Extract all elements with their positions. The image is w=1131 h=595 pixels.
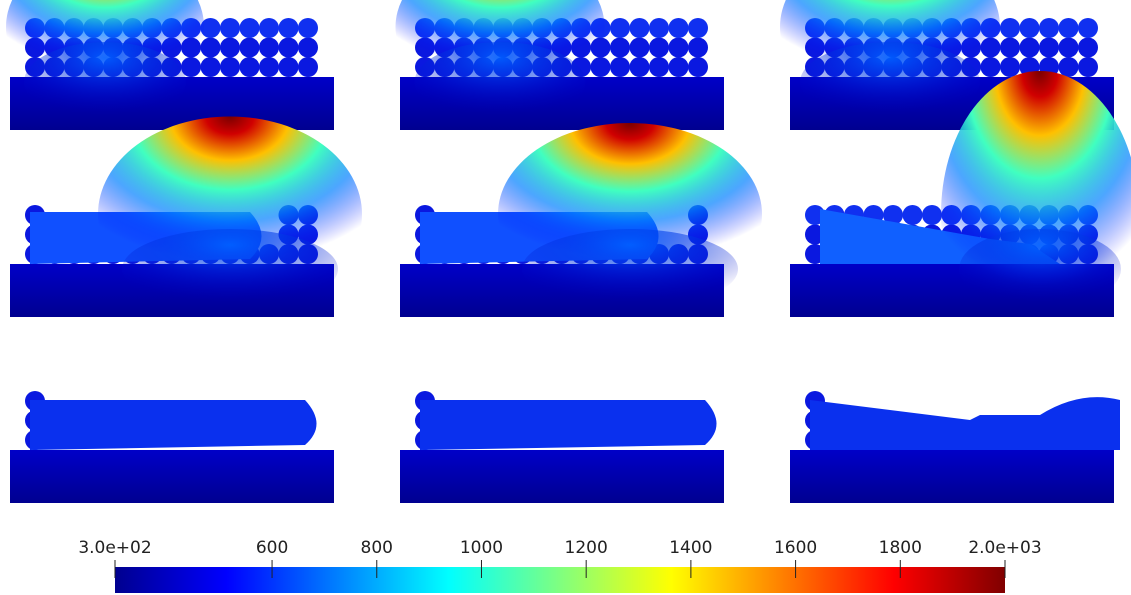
powder-particle — [1039, 18, 1059, 38]
colorbar-tick-label: 1400 — [669, 538, 712, 558]
heat-zone — [941, 71, 1131, 357]
powder-particle — [259, 57, 279, 77]
colorbar-tick-label: 1000 — [460, 538, 503, 558]
substrate — [790, 450, 1114, 503]
powder-particle — [1000, 38, 1020, 58]
powder-particle — [630, 38, 650, 58]
colorbar-tick-label: 1600 — [774, 538, 817, 558]
colorbar-tick-label: 800 — [361, 538, 393, 558]
powder-particle — [259, 18, 279, 38]
powder-particle — [669, 57, 689, 77]
colorbar: 3.0e+02 600 800 1000 1200 1400 1600 1800 2.0e+03 — [78, 538, 1041, 593]
panel — [10, 117, 362, 318]
powder-particle — [649, 38, 669, 58]
powder-particle — [903, 205, 923, 225]
heat-glow — [522, 229, 738, 309]
powder-particle — [649, 57, 669, 77]
heat-glow — [800, 42, 980, 122]
colorbar-tick-label: 600 — [256, 538, 288, 558]
powder-particle — [630, 18, 650, 38]
powder-particle — [240, 18, 260, 38]
powder-particle — [1059, 38, 1079, 58]
figure: 3.0e+02 600 800 1000 1200 1400 1600 1800 2.0e+03 — [0, 0, 1131, 595]
colorbar-tick-label: 2.0e+03 — [968, 538, 1041, 558]
powder-particle — [1020, 38, 1040, 58]
powder-particle — [201, 57, 221, 77]
simulation-panels — [6, 0, 1131, 503]
powder-particle — [669, 18, 689, 38]
powder-particle — [1000, 57, 1020, 77]
powder-particle — [220, 18, 240, 38]
panel — [790, 391, 1120, 503]
powder-particle — [1059, 18, 1079, 38]
powder-particle — [630, 57, 650, 77]
panel — [400, 391, 724, 503]
powder-particle — [1000, 18, 1020, 38]
powder-particle — [220, 38, 240, 58]
powder-particle — [688, 18, 708, 38]
melt-track — [420, 400, 717, 450]
powder-particle — [201, 38, 221, 58]
substrate — [400, 450, 724, 503]
powder-particle — [1078, 38, 1098, 58]
heat-glow — [122, 229, 338, 309]
powder-particle — [649, 18, 669, 38]
colorbar-tick-label: 1800 — [879, 538, 922, 558]
heat-glow — [24, 42, 186, 122]
panel — [396, 0, 725, 130]
colorbar-tick-label: 3.0e+02 — [78, 538, 151, 558]
panel — [10, 391, 334, 503]
powder-particle — [279, 38, 299, 58]
powder-particle — [1059, 57, 1079, 77]
melt-track — [810, 397, 1120, 450]
substrate — [10, 450, 334, 503]
powder-particle — [298, 38, 318, 58]
colorbar-gradient — [115, 567, 1005, 593]
colorbar-tick-label: 1200 — [565, 538, 608, 558]
powder-particle — [922, 205, 942, 225]
powder-particle — [279, 57, 299, 77]
powder-particle — [279, 18, 299, 38]
powder-particle — [610, 38, 630, 58]
powder-particle — [1078, 57, 1098, 77]
melt-track — [30, 400, 317, 450]
heat-glow — [415, 42, 586, 122]
powder-particle — [688, 38, 708, 58]
panel — [400, 123, 762, 317]
powder-particle — [298, 57, 318, 77]
powder-particle — [1039, 38, 1059, 58]
powder-particle — [298, 18, 318, 38]
powder-particle — [1078, 18, 1098, 38]
heat-glow — [959, 229, 1121, 309]
powder-particle — [669, 38, 689, 58]
powder-particle — [688, 57, 708, 77]
panel — [6, 0, 334, 130]
powder-particle — [220, 57, 240, 77]
powder-particle — [610, 57, 630, 77]
powder-particle — [610, 18, 630, 38]
powder-particle — [259, 38, 279, 58]
powder-particle — [240, 38, 260, 58]
powder-particle — [240, 57, 260, 77]
powder-particle — [1020, 18, 1040, 38]
